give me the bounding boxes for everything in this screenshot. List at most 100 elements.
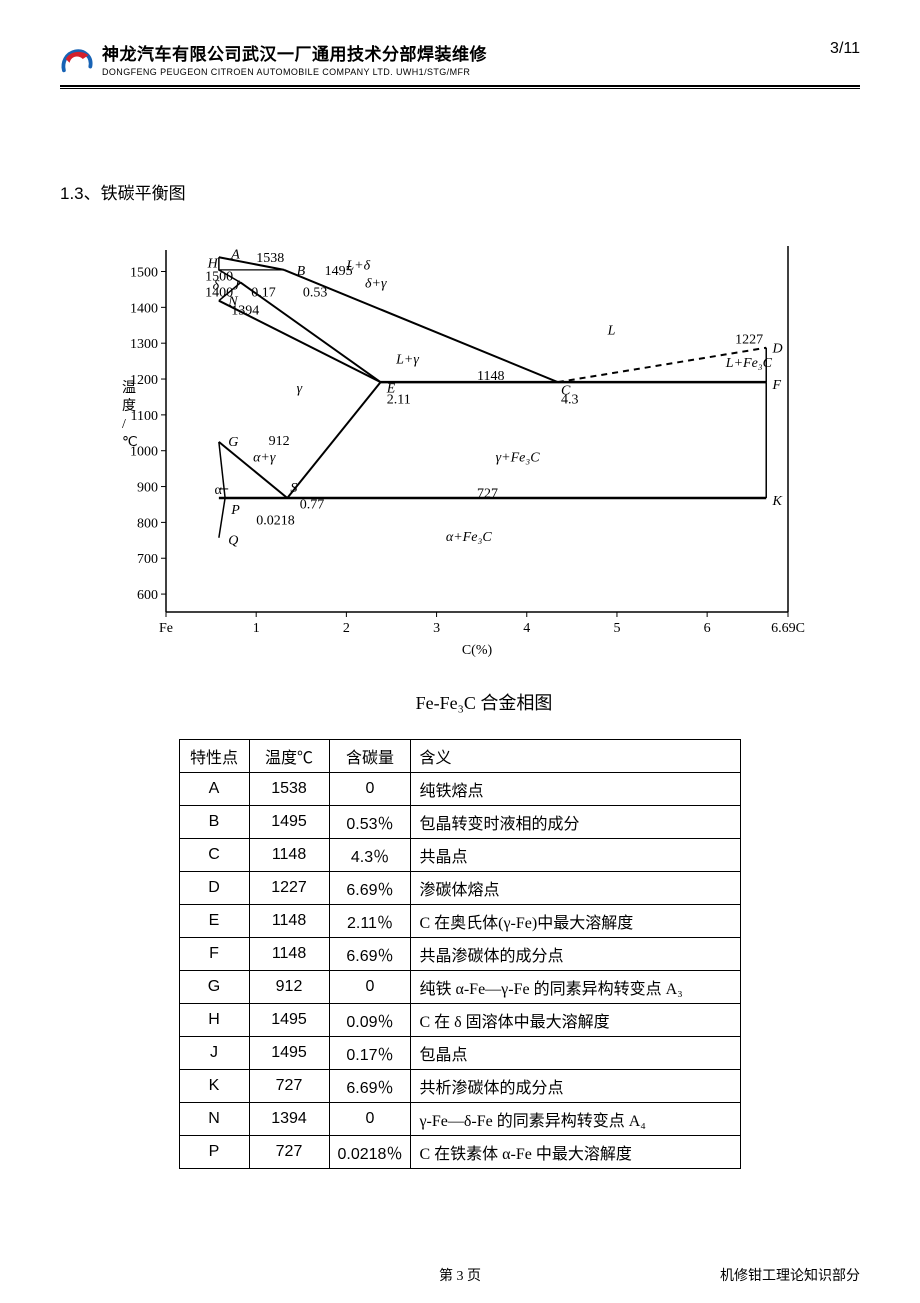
table-cell: C: [179, 839, 249, 872]
footer-center: 第 3 页: [60, 1265, 860, 1285]
svg-text:α: α: [215, 483, 223, 498]
svg-text:1538: 1538: [256, 251, 284, 266]
table-cell: 1148: [249, 905, 329, 938]
table-cell: 包晶点: [411, 1037, 741, 1070]
header-rule-thin: [60, 88, 860, 89]
table-cell: 1495: [249, 1037, 329, 1070]
table-cell: P: [179, 1136, 249, 1169]
table-cell: 0.0218％: [329, 1136, 411, 1169]
table-cell: K: [179, 1070, 249, 1103]
table-cell: 6.69％: [329, 1070, 411, 1103]
table-cell: 纯铁熔点: [411, 773, 741, 806]
svg-text:C(%): C(%): [462, 643, 493, 658]
svg-text:800: 800: [137, 516, 158, 531]
table-cell: F: [179, 938, 249, 971]
svg-text:α+Fe₃C: α+Fe₃C: [446, 530, 492, 545]
svg-text:Fe: Fe: [159, 621, 173, 636]
page-number: 3/11: [830, 40, 860, 58]
table-cell: C 在奥氏体(γ-Fe)中最大溶解度: [411, 905, 741, 938]
table-cell: 0.17％: [329, 1037, 411, 1070]
table-cell: 共晶点: [411, 839, 741, 872]
svg-text:℃: ℃: [122, 435, 138, 450]
header-rule-thick: [60, 85, 860, 87]
table-row: A15380纯铁熔点: [179, 773, 741, 806]
svg-text:1500: 1500: [205, 269, 233, 284]
table-header: 温度℃: [249, 740, 329, 773]
table-cell: 0: [329, 971, 411, 1004]
table-row: C11484.3％共晶点: [179, 839, 741, 872]
table-cell: 1227: [249, 872, 329, 905]
table-row: F11486.69％共晶渗碳体的成分点: [179, 938, 741, 971]
header-text: 神龙汽车有限公司武汉一厂通用技术分部焊装维修 DONGFENG PEUGEON …: [102, 40, 487, 77]
table-cell: 1538: [249, 773, 329, 806]
table-header: 含义: [411, 740, 741, 773]
svg-text:K: K: [771, 494, 782, 509]
table-row: N13940γ-Fe—δ-Fe 的同素异构转变点 A₄: [179, 1103, 741, 1136]
table-row: G9120纯铁 α-Fe—γ-Fe 的同素异构转变点 A₃: [179, 971, 741, 1004]
svg-text:1394: 1394: [231, 304, 259, 319]
svg-text:/: /: [122, 417, 126, 432]
svg-text:912: 912: [269, 434, 290, 449]
table-cell: 0.09％: [329, 1004, 411, 1037]
svg-text:727: 727: [477, 487, 498, 502]
svg-text:γ+Fe₃C: γ+Fe₃C: [496, 450, 541, 465]
svg-text:1300: 1300: [130, 337, 158, 352]
svg-text:L+Fe₃C: L+Fe₃C: [725, 356, 773, 371]
table-cell: 0: [329, 773, 411, 806]
svg-text:α+γ: α+γ: [253, 450, 276, 465]
svg-text:L+γ: L+γ: [395, 353, 419, 368]
svg-text:度: 度: [122, 398, 136, 414]
table-cell: γ-Fe—δ-Fe 的同素异构转变点 A₄: [411, 1103, 741, 1136]
svg-text:0.17: 0.17: [251, 286, 275, 301]
table-cell: 1148: [249, 938, 329, 971]
svg-text:1: 1: [253, 621, 260, 636]
svg-text:900: 900: [137, 481, 158, 496]
svg-text:G: G: [228, 435, 238, 450]
svg-text:J: J: [233, 278, 240, 293]
diagram-caption: Fe-Fe₃C 合金相图: [108, 689, 860, 715]
svg-text:0.77: 0.77: [300, 497, 325, 512]
table-header: 含碳量: [329, 740, 411, 773]
svg-text:0.0218: 0.0218: [256, 514, 295, 529]
table-cell: 纯铁 α-Fe—γ-Fe 的同素异构转变点 A₃: [411, 971, 741, 1004]
table-cell: 1148: [249, 839, 329, 872]
table-cell: G: [179, 971, 249, 1004]
svg-text:1227: 1227: [735, 333, 763, 348]
table-cell: 0.53％: [329, 806, 411, 839]
svg-text:1500: 1500: [130, 266, 158, 281]
table-cell: 包晶转变时液相的成分: [411, 806, 741, 839]
table-row: E11482.11％C 在奥氏体(γ-Fe)中最大溶解度: [179, 905, 741, 938]
svg-text:3: 3: [433, 621, 440, 636]
svg-text:6: 6: [704, 621, 711, 636]
table-cell: 0: [329, 1103, 411, 1136]
svg-text:6.69C: 6.69C: [771, 621, 805, 636]
table-cell: 渗碳体熔点: [411, 872, 741, 905]
table-cell: H: [179, 1004, 249, 1037]
table-cell: 2.11％: [329, 905, 411, 938]
svg-text:γ: γ: [297, 382, 303, 397]
characteristics-table: 特性点温度℃含碳量含义 A15380纯铁熔点B14950.53％包晶转变时液相的…: [179, 739, 742, 1169]
svg-text:2.11: 2.11: [387, 392, 411, 407]
svg-text:2: 2: [343, 621, 350, 636]
table-cell: 6.69％: [329, 872, 411, 905]
table-cell: 727: [249, 1070, 329, 1103]
svg-text:δ+γ: δ+γ: [365, 277, 387, 292]
svg-text:0.53: 0.53: [303, 286, 328, 301]
footer: 第 3 页 机修钳工理论知识部分: [60, 1265, 860, 1285]
table-cell: J: [179, 1037, 249, 1070]
table-row: J14950.17％包晶点: [179, 1037, 741, 1070]
table-row: H14950.09％C 在 δ 固溶体中最大溶解度: [179, 1004, 741, 1037]
header-left: 神龙汽车有限公司武汉一厂通用技术分部焊装维修 DONGFENG PEUGEON …: [60, 40, 487, 77]
table-cell: 1495: [249, 1004, 329, 1037]
table-cell: N: [179, 1103, 249, 1136]
table-cell: C 在铁素体 α-Fe 中最大溶解度: [411, 1136, 741, 1169]
page: 神龙汽车有限公司武汉一厂通用技术分部焊装维修 DONGFENG PEUGEON …: [0, 0, 920, 1303]
svg-text:B: B: [297, 264, 306, 279]
table-cell: 1495: [249, 806, 329, 839]
svg-text:D: D: [771, 342, 782, 357]
table-cell: 727: [249, 1136, 329, 1169]
company-logo-icon: [60, 42, 98, 76]
table-row: D12276.69％渗碳体熔点: [179, 872, 741, 905]
table-cell: 912: [249, 971, 329, 1004]
table-cell: B: [179, 806, 249, 839]
